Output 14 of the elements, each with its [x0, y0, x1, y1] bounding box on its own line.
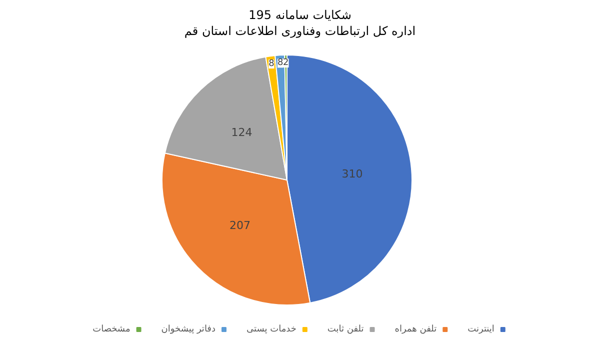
data-label: 8 [268, 59, 275, 70]
legend-label: تلفن همراه [394, 324, 438, 334]
data-label: 207 [229, 219, 250, 232]
data-label: 124 [231, 126, 252, 140]
legend-label: مشخصات [92, 324, 130, 334]
legend-label: خدمات پستی [246, 324, 296, 334]
legend-label: دفاتر پیشخوان [161, 324, 216, 334]
data-label: 8 [277, 58, 284, 68]
data-label: 2 [283, 58, 289, 68]
chart-title: شکایات سامانه 195 [248, 8, 352, 22]
chart-subtitle: اداره کل ارتباطات وفناوری اطلاعات استان قم [184, 24, 416, 38]
data-label: 310 [342, 167, 363, 180]
legend-label: تلفن ثابت [327, 324, 364, 334]
legend-label: اینترنت [468, 324, 494, 334]
